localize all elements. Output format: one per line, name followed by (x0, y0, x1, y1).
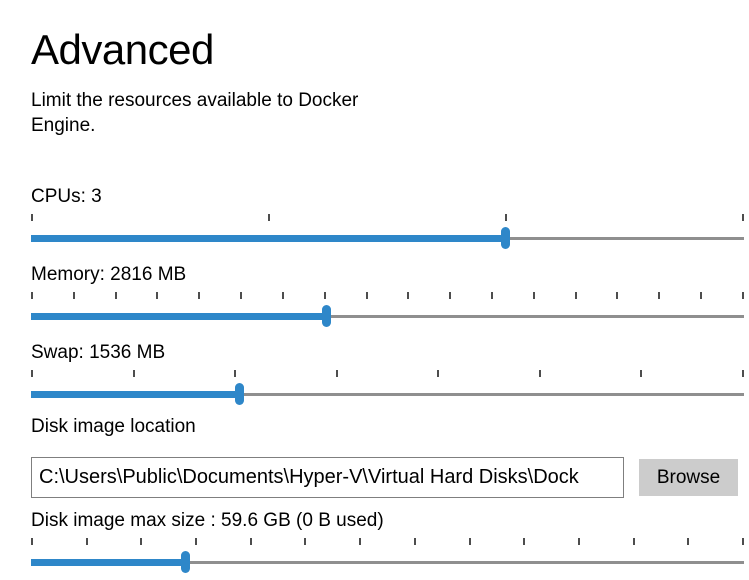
tick-mark (490, 292, 493, 299)
tick-mark (268, 214, 270, 221)
disk-max-size-slider[interactable] (31, 536, 744, 574)
memory-label: Memory: 2816 MB (31, 264, 187, 285)
memory-slider-track[interactable] (31, 315, 744, 318)
tick-mark (413, 538, 416, 545)
tick-mark (468, 538, 471, 545)
tick-mark (31, 370, 33, 377)
browse-button[interactable]: Browse (639, 459, 738, 496)
tick-mark (574, 292, 577, 299)
memory-slider-thumb[interactable] (322, 305, 332, 327)
disk-image-location-label: Disk image location (31, 416, 196, 437)
tick-mark (505, 214, 507, 221)
tick-mark (523, 538, 526, 545)
tick-mark (234, 370, 237, 377)
tick-mark (658, 292, 661, 299)
tick-mark (132, 370, 135, 377)
disk-max-size-row: Disk image max size : 59.6 GB (0 B used) (31, 509, 749, 574)
disk-max-size-slider-thumb[interactable] (180, 551, 190, 573)
tick-mark (532, 292, 535, 299)
swap-slider-thumb[interactable] (234, 383, 244, 405)
tick-mark (335, 370, 338, 377)
tick-mark (687, 538, 690, 545)
tick-mark (741, 370, 744, 377)
disk-max-size-tick-marks (31, 538, 744, 545)
memory-row: Memory: 2816 MB (31, 263, 749, 328)
cpus-slider-fill (31, 235, 506, 242)
tick-mark (156, 292, 159, 299)
tick-mark (85, 538, 88, 545)
cpus-slider-thumb[interactable] (500, 227, 510, 249)
disk-max-size-slider-track[interactable] (31, 561, 744, 564)
swap-row: Swap: 1536 MB (31, 341, 749, 406)
disk-max-size-label: Disk image max size : 59.6 GB (0 B used) (31, 510, 384, 531)
cpus-row: CPUs: 3 (31, 185, 749, 250)
swap-label: Swap: 1536 MB (31, 342, 166, 363)
swap-slider-fill (31, 391, 240, 398)
disk-image-location-input[interactable] (31, 457, 624, 498)
tick-mark (140, 538, 143, 545)
tick-mark (449, 292, 452, 299)
tick-mark (281, 292, 284, 299)
cpus-label: CPUs: 3 (31, 186, 102, 207)
swap-slider-track[interactable] (31, 393, 744, 396)
cpus-tick-marks (31, 214, 744, 221)
tick-mark (741, 538, 744, 545)
memory-tick-marks (31, 292, 744, 299)
disk-max-size-slider-fill (31, 559, 185, 566)
tick-mark (577, 538, 580, 545)
tick-mark (240, 292, 243, 299)
tick-mark (365, 292, 368, 299)
tick-mark (304, 538, 307, 545)
tick-mark (31, 538, 33, 545)
tick-mark (616, 292, 619, 299)
tick-mark (114, 292, 117, 299)
memory-slider[interactable] (31, 290, 744, 328)
tick-mark (437, 370, 440, 377)
tick-mark (195, 538, 198, 545)
tick-mark (198, 292, 201, 299)
tick-mark (31, 214, 33, 221)
page-title: Advanced (31, 26, 214, 73)
tick-mark (31, 292, 33, 299)
swap-slider[interactable] (31, 368, 744, 406)
swap-tick-marks (31, 370, 744, 377)
tick-mark (249, 538, 252, 545)
memory-slider-fill (31, 313, 327, 320)
page-description: Limit the resources available to Docker … (31, 90, 359, 136)
tick-mark (359, 538, 362, 545)
tick-mark (640, 370, 643, 377)
tick-mark (742, 214, 744, 221)
tick-mark (323, 292, 326, 299)
tick-mark (741, 292, 744, 299)
tick-mark (700, 292, 702, 299)
tick-mark (72, 292, 75, 299)
tick-mark (407, 292, 410, 299)
cpus-slider[interactable] (31, 212, 744, 250)
tick-mark (538, 370, 541, 377)
tick-mark (632, 538, 635, 545)
disk-image-location-section: Disk image location Browse (31, 415, 749, 498)
